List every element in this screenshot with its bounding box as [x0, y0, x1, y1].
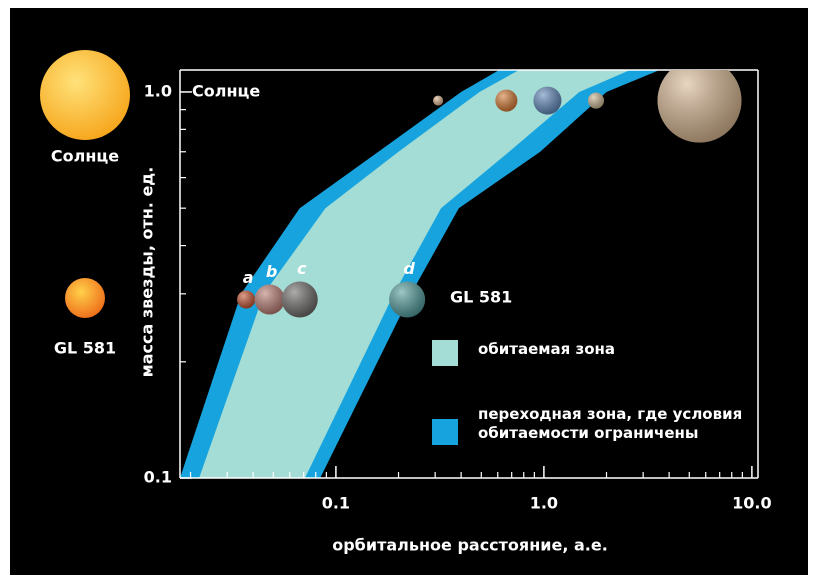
x-axis-label: орбитальное расстояние, а.е. — [332, 536, 608, 555]
legend-label: переходная зона, где условия обитаемости… — [478, 405, 743, 442]
y-tick-label: 1.0 — [144, 81, 172, 100]
legend-label: обитаемая зона — [478, 340, 616, 358]
star-label: GL 581 — [54, 339, 116, 358]
x-tick-label: 10.0 — [732, 494, 771, 513]
x-tick-label: 0.1 — [322, 494, 350, 513]
star-icon — [65, 278, 105, 318]
axes: 0.1 1.0 0.1 1.0 10.0 — [144, 69, 772, 513]
planet-label: c — [297, 259, 307, 278]
star-icon — [40, 50, 130, 140]
annotation: GL 581 — [450, 288, 512, 307]
y-tick-label: 0.1 — [144, 468, 172, 487]
y-axis-label: масса звезды, отн. ед. — [138, 167, 157, 378]
legend-swatch — [432, 340, 458, 366]
planet-shade — [237, 290, 256, 309]
planet-shade — [281, 281, 318, 318]
planet-label: d — [403, 259, 415, 278]
planet-shade — [533, 86, 562, 115]
annotation: Солнце — [192, 82, 260, 101]
legend-item: обитаемая зона — [432, 340, 768, 366]
planet-shade — [433, 95, 444, 106]
planet-label: a — [243, 268, 254, 287]
legend-item: переходная зона, где условия обитаемости… — [432, 405, 768, 445]
star-label: Солнце — [51, 147, 119, 166]
planet-shade — [389, 281, 426, 318]
planet-shade — [587, 92, 604, 109]
planet-shade — [254, 284, 285, 315]
legend-swatch — [432, 419, 458, 445]
points — [237, 70, 742, 318]
x-tick-label: 1.0 — [530, 494, 558, 513]
bands — [180, 70, 660, 478]
planet-shade — [657, 70, 742, 143]
planet-label: b — [266, 262, 277, 281]
zone-band — [199, 70, 631, 478]
planet-shade — [495, 89, 518, 112]
